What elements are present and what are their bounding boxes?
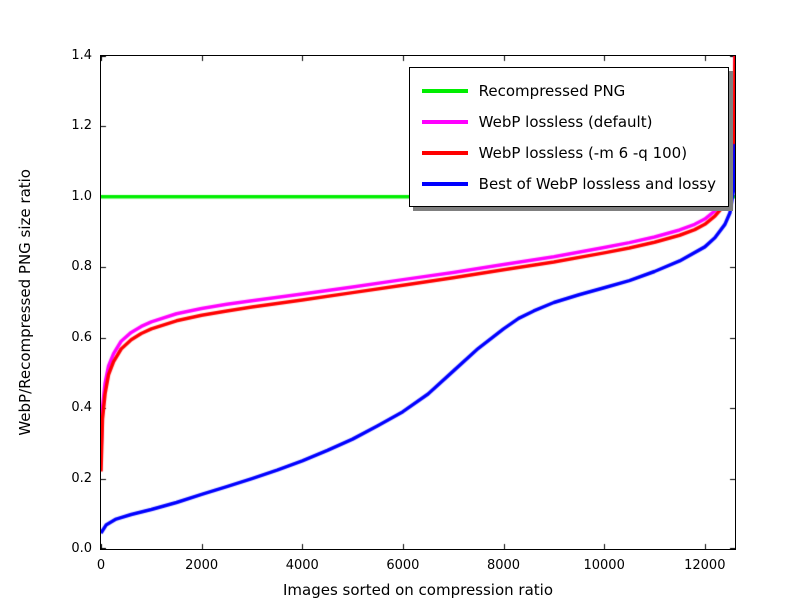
x-tick-label: 10000	[583, 558, 625, 573]
legend-label: Best of WebP lossless and lossy	[478, 174, 716, 193]
legend: Recompressed PNG WebP lossless (default) W…	[408, 67, 729, 207]
x-tick-label: 12000	[684, 558, 726, 573]
y-tick-label: 1.0	[71, 188, 92, 204]
legend-entry: Best of WebP lossless and lossy	[421, 168, 716, 199]
legend-entry: WebP lossless (default)	[421, 106, 716, 137]
y-tick-label: 0.8	[71, 259, 92, 275]
y-tick-label: 0.0	[71, 541, 92, 556]
plot-area: Recompressed PNG WebP lossless (default) W…	[100, 55, 736, 550]
legend-line-swatch	[421, 88, 468, 93]
x-tick-label: 8000	[486, 558, 521, 573]
x-axis-label: Images sorted on compression ratio	[282, 581, 554, 599]
x-tick-label: 0	[96, 558, 106, 573]
legend-label: WebP lossless (default)	[478, 112, 653, 131]
y-axis-label: WebP/Recompressed PNG size ratio	[16, 169, 34, 436]
legend-entry: Recompressed PNG	[421, 75, 716, 106]
legend-label: WebP lossless (-m 6 -q 100)	[478, 143, 688, 162]
y-tick-label: 1.4	[71, 48, 92, 63]
legend-line-swatch	[421, 119, 468, 124]
x-tick-label: 4000	[285, 558, 319, 573]
x-tick-label: 6000	[386, 558, 420, 573]
legend-line-swatch	[421, 181, 468, 186]
legend-entry: WebP lossless (-m 6 -q 100)	[421, 137, 716, 168]
legend-label: Recompressed PNG	[478, 81, 626, 100]
y-tick-label: 0.4	[71, 400, 92, 416]
y-tick-label: 0.2	[71, 470, 92, 486]
x-tick-label: 2000	[185, 558, 219, 573]
y-tick-label: 0.6	[71, 329, 92, 345]
y-tick-label: 1.2	[71, 118, 92, 134]
legend-line-swatch	[421, 150, 468, 155]
